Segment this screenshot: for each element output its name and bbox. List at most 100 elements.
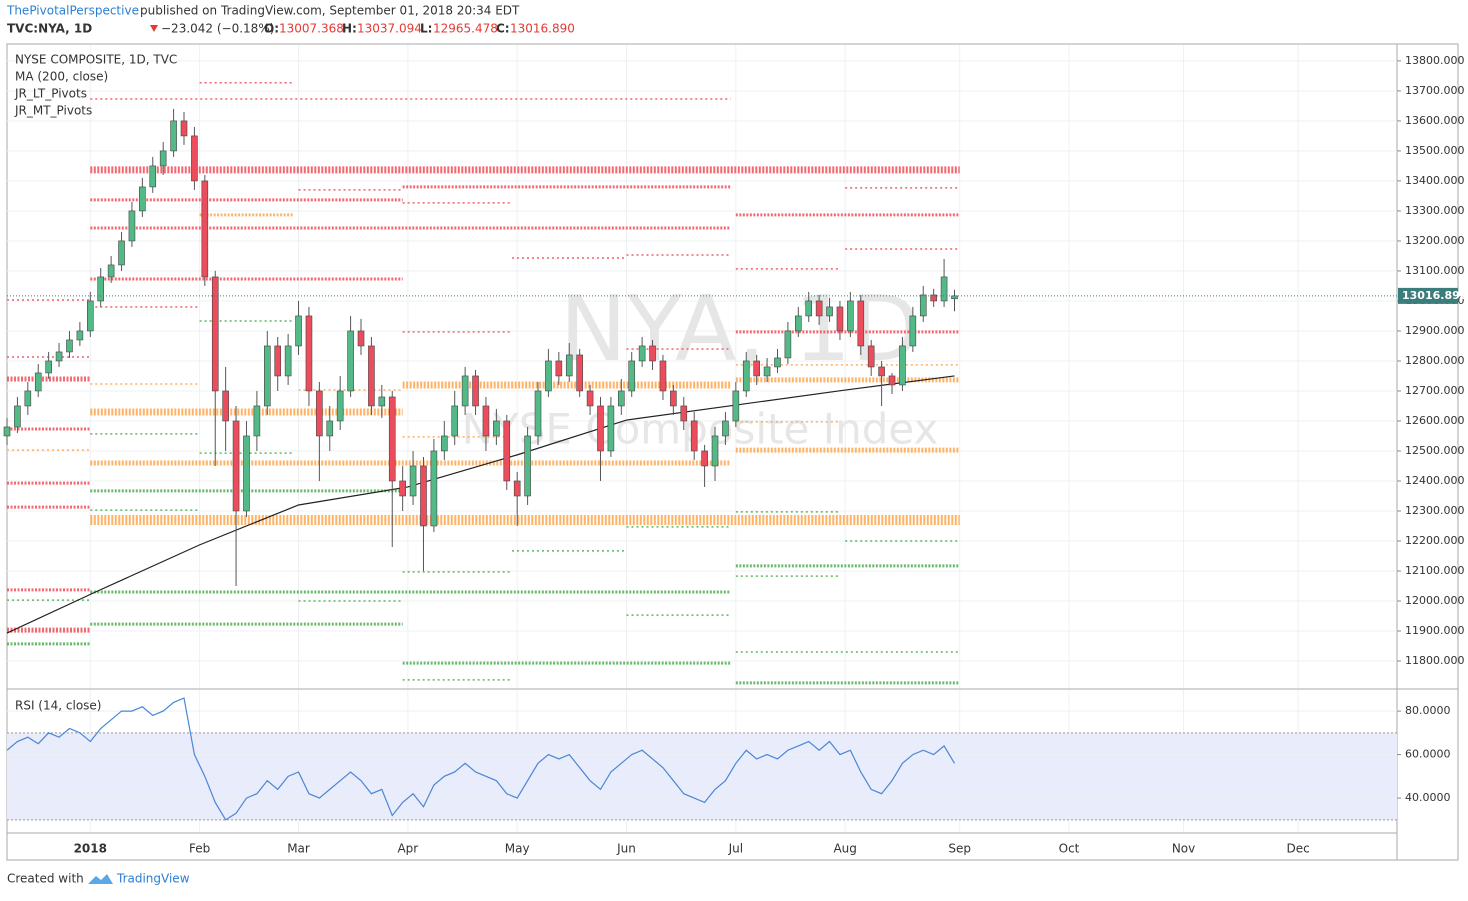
- y-tick-label: 12500.000: [1405, 444, 1465, 457]
- watermark-symbol: NYA, 1D: [560, 277, 921, 382]
- candle-body: [909, 315, 917, 347]
- candle-body: [482, 405, 490, 437]
- o-label: O:: [264, 22, 279, 36]
- candle-body: [316, 390, 323, 437]
- candle-body: [597, 405, 604, 452]
- candle-body: [45, 360, 52, 374]
- candle-body: [263, 345, 271, 407]
- candle-body: [847, 300, 854, 332]
- candle-body: [118, 240, 125, 266]
- candle-body: [253, 405, 261, 437]
- candle-body: [284, 345, 292, 377]
- candle-body: [826, 306, 833, 317]
- candle-body: [638, 345, 646, 362]
- candle-body: [711, 435, 719, 467]
- candle-body: [878, 366, 885, 377]
- candle-body: [14, 405, 21, 428]
- candle-body: [191, 135, 198, 182]
- y-tick-label: 12700.000: [1405, 384, 1465, 397]
- candle-body: [784, 330, 792, 359]
- open: 13007.368: [279, 22, 344, 36]
- y-tick-label: 12900.000: [1405, 324, 1465, 337]
- candle-body: [76, 330, 84, 341]
- y-tick-label: 60.0000: [1405, 748, 1451, 761]
- candle-body: [680, 405, 688, 422]
- candle-body: [326, 420, 334, 437]
- author[interactable]: ThePivotalPerspective: [6, 4, 139, 18]
- y-tick-label: 80.0000: [1405, 704, 1451, 717]
- candle-body: [305, 315, 313, 392]
- x-tick-label: Dec: [1286, 842, 1309, 856]
- y-tick-label: 12100.000: [1405, 564, 1465, 577]
- candle-body: [107, 264, 115, 278]
- candle-body: [159, 150, 167, 167]
- last-price-label: 13016.890: [1402, 289, 1468, 302]
- last-price-box: [1398, 287, 1458, 304]
- candle-body: [430, 450, 438, 527]
- candle-body: [461, 375, 469, 407]
- l-label: L:: [420, 22, 432, 36]
- y-tick-label: 11800.000: [1405, 654, 1465, 667]
- candle-body: [66, 339, 73, 353]
- change: −23.042 (−0.18%): [161, 22, 274, 36]
- x-tick-label: Sep: [948, 842, 971, 856]
- candle-body: [357, 330, 365, 347]
- rsi-title: RSI (14, close): [15, 699, 101, 713]
- x-tick-label: Nov: [1172, 842, 1195, 856]
- candle-body: [139, 186, 146, 212]
- candle-body: [607, 405, 615, 452]
- candle-body: [618, 390, 625, 407]
- candle-body: [701, 450, 708, 467]
- y-tick-label: 12000.000: [1405, 594, 1465, 607]
- x-tick-label: Jun: [616, 842, 636, 856]
- candle-body: [149, 165, 157, 188]
- candle-body: [670, 390, 677, 407]
- y-tick-label: 13100.000: [1405, 264, 1465, 277]
- candle-body: [815, 300, 823, 317]
- candle-body: [659, 360, 667, 392]
- x-tick-label: Aug: [833, 842, 856, 856]
- candle-body: [690, 420, 698, 452]
- c-label: C:: [496, 22, 510, 36]
- candle-body: [836, 306, 844, 332]
- legend-item: JR_MT_Pivots: [14, 104, 92, 118]
- candle-body: [55, 351, 63, 362]
- x-tick-label: Mar: [287, 842, 310, 856]
- y-tick-label: 11900.000: [1405, 624, 1465, 637]
- high: 13037.094: [357, 22, 422, 36]
- candle-body: [347, 330, 354, 392]
- symbol: TVC:NYA, 1D: [7, 22, 92, 36]
- candle-body: [34, 372, 42, 392]
- candle-body: [409, 465, 417, 497]
- candle-body: [649, 345, 656, 362]
- candle-body: [795, 315, 802, 332]
- candle-body: [513, 480, 521, 497]
- y-tick-label: 13600.000: [1405, 114, 1465, 127]
- x-tick-label: Jul: [728, 842, 743, 856]
- candle-body: [243, 435, 250, 512]
- candle-body: [524, 435, 531, 497]
- published: published on TradingView.com, September …: [140, 4, 520, 18]
- y-tick-label: 12200.000: [1405, 534, 1465, 547]
- candle-body: [378, 396, 386, 407]
- candle-body: [805, 300, 813, 317]
- tv-logo: [88, 874, 113, 884]
- candle-body: [867, 345, 875, 368]
- y-tick-label: 12300.000: [1405, 504, 1465, 517]
- footer-created: Created with: [7, 872, 84, 886]
- x-tick-label: Apr: [397, 842, 418, 856]
- y-tick-label: 13200.000: [1405, 234, 1465, 247]
- legend-item: JR_LT_Pivots: [14, 87, 87, 101]
- candle-body: [555, 360, 563, 377]
- y-tick-label: 13400.000: [1405, 174, 1465, 187]
- candle-body: [420, 465, 427, 527]
- y-tick-label: 13700.000: [1405, 84, 1465, 97]
- candle-body: [565, 354, 573, 377]
- close: 13016.890: [510, 22, 575, 36]
- candle-body: [534, 390, 542, 437]
- candle-body: [86, 300, 94, 332]
- x-tick-label: Feb: [189, 842, 210, 856]
- x-tick-label: May: [505, 842, 530, 856]
- y-tick-label: 13800.000: [1405, 54, 1465, 67]
- footer-brand[interactable]: TradingView: [116, 872, 190, 886]
